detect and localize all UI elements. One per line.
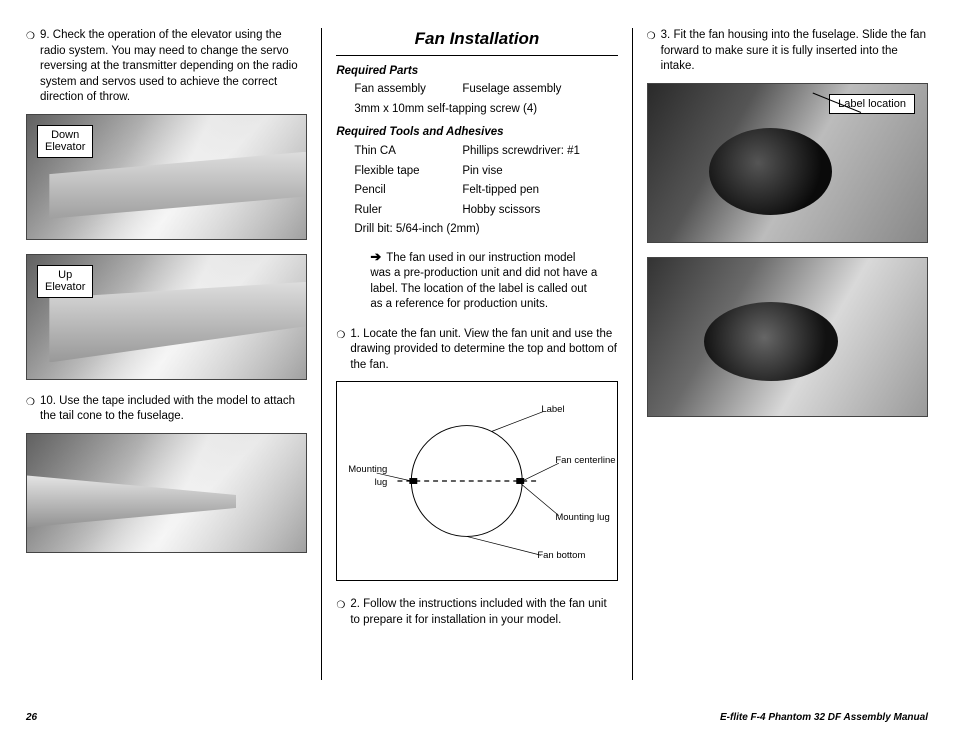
step-9-text: 9. Check the operation of the elevator u… <box>40 28 307 106</box>
diag-label-mlug2: Mounting lug <box>555 512 609 525</box>
bullet-icon: ❍ <box>647 28 661 75</box>
tool-right: Hobby scissors <box>462 203 617 219</box>
diag-label-centerline: Fan centerline <box>555 455 615 468</box>
part-right <box>537 102 618 118</box>
step-2-text: 2. Follow the instructions included with… <box>350 597 617 628</box>
column-2: Fan Installation Required Parts Fan asse… <box>322 28 632 680</box>
bullet-icon: ❍ <box>26 28 40 106</box>
photo-up-elevator: UpElevator <box>26 254 307 380</box>
tools-list: Thin CAPhillips screwdriver: #1 Flexible… <box>336 144 617 238</box>
bullet-icon: ❍ <box>26 394 40 425</box>
parts-row: Fan assembly Fuselage assembly <box>354 82 617 98</box>
step-3-text: 3. Fit the fan housing into the fuselage… <box>661 28 928 75</box>
column-1: ❍ 9. Check the operation of the elevator… <box>26 28 322 680</box>
bullet-icon: ❍ <box>336 597 350 628</box>
photo-tail-cone <box>26 433 307 553</box>
tools-row: PencilFelt-tipped pen <box>354 183 617 199</box>
tool-left: Thin CA <box>354 144 462 160</box>
tool-left: Flexible tape <box>354 164 462 180</box>
photo-label-down: DownElevator <box>37 125 93 158</box>
tools-row: Drill bit: 5/64-inch (2mm) <box>354 222 617 238</box>
step-3: ❍ 3. Fit the fan housing into the fusela… <box>647 28 928 75</box>
photo-fan-housing-1: Label location <box>647 83 928 243</box>
diag-label-bottom: Fan bottom <box>537 550 585 563</box>
required-tools-heading: Required Tools and Adhesives <box>336 125 617 141</box>
manual-title: E-flite F-4 Phantom 32 DF Assembly Manua… <box>720 711 928 725</box>
note-block: ➔ The fan used in our instruction model … <box>336 248 617 313</box>
part-left: Fan assembly <box>354 82 462 98</box>
diag-label-label: Label <box>541 404 564 417</box>
column-3: ❍ 3. Fit the fan housing into the fusela… <box>633 28 928 680</box>
step-10-text: 10. Use the tape included with the model… <box>40 394 307 425</box>
tools-row: Flexible tapePin vise <box>354 164 617 180</box>
photo-down-elevator: DownElevator <box>26 114 307 240</box>
tools-row: RulerHobby scissors <box>354 203 617 219</box>
diag-label-mlug1: Mounting lug <box>341 464 387 490</box>
arrow-icon: ➔ <box>370 249 381 264</box>
page: ❍ 9. Check the operation of the elevator… <box>0 0 954 700</box>
parts-list: Fan assembly Fuselage assembly 3mm x 10m… <box>336 82 617 117</box>
note-text: The fan used in our instruction model wa… <box>370 252 597 311</box>
tool-right <box>480 222 618 238</box>
tool-left: Drill bit: 5/64-inch (2mm) <box>354 222 479 238</box>
tool-right: Felt-tipped pen <box>462 183 617 199</box>
step-10: ❍ 10. Use the tape included with the mod… <box>26 394 307 425</box>
fan-diagram: Label Fan centerline Mounting lug Fan bo… <box>336 381 617 581</box>
tool-left: Ruler <box>354 203 462 219</box>
tool-right: Phillips screwdriver: #1 <box>462 144 617 160</box>
photo-fan-housing-2 <box>647 257 928 417</box>
page-number: 26 <box>26 711 37 725</box>
bullet-icon: ❍ <box>336 327 350 374</box>
page-footer: 26 E-flite F-4 Phantom 32 DF Assembly Ma… <box>26 711 928 725</box>
photo-label-up: UpElevator <box>37 265 93 298</box>
step-9: ❍ 9. Check the operation of the elevator… <box>26 28 307 106</box>
step-1-text: 1. Locate the fan unit. View the fan uni… <box>350 327 617 374</box>
part-left: 3mm x 10mm self-tapping screw (4) <box>354 102 537 118</box>
tool-right: Pin vise <box>462 164 617 180</box>
step-2: ❍ 2. Follow the instructions included wi… <box>336 597 617 628</box>
section-title: Fan Installation <box>336 28 617 56</box>
required-parts-heading: Required Parts <box>336 64 617 80</box>
parts-row: 3mm x 10mm self-tapping screw (4) <box>354 102 617 118</box>
tool-left: Pencil <box>354 183 462 199</box>
step-1: ❍ 1. Locate the fan unit. View the fan u… <box>336 327 617 374</box>
part-right: Fuselage assembly <box>462 82 617 98</box>
tools-row: Thin CAPhillips screwdriver: #1 <box>354 144 617 160</box>
